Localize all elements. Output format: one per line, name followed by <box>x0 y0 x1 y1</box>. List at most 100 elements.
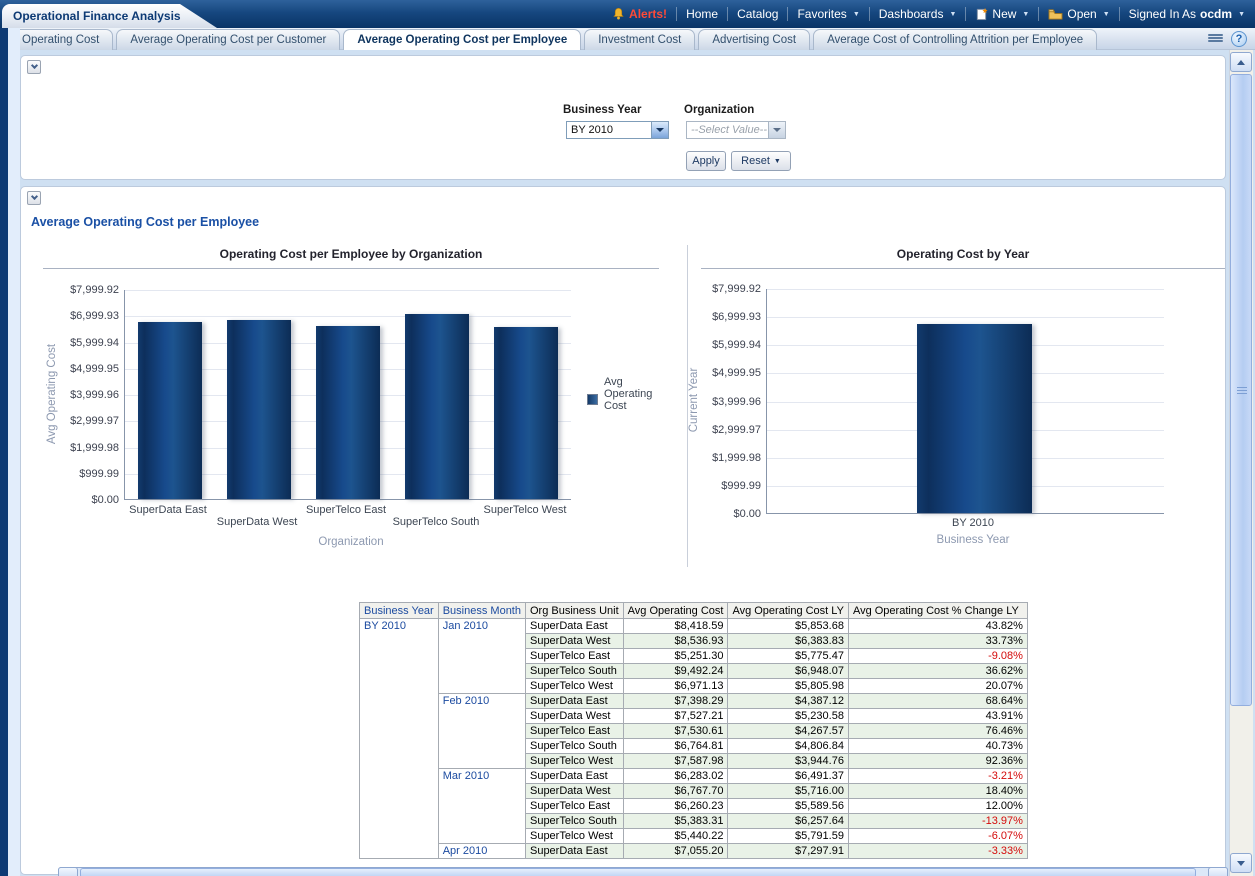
pct-change-cell: 18.40% <box>847 783 1028 799</box>
tab-average-operating-cost-per-employee[interactable]: Average Operating Cost per Employee <box>343 29 582 50</box>
scroll-right-button[interactable] <box>1208 867 1228 876</box>
chart-title-rule <box>701 268 1225 269</box>
avg-cost-ly-cell: $5,716.00 <box>727 783 849 799</box>
tab-advertising-cost[interactable]: Advertising Cost <box>698 29 811 50</box>
chart-title: Operating Cost by Year <box>896 247 1030 261</box>
pct-change-cell: 12.00% <box>847 798 1028 814</box>
nav-separator <box>727 7 729 21</box>
month-cell[interactable]: Apr 2010 <box>437 843 526 859</box>
bar-superdata-west[interactable] <box>227 320 291 499</box>
year-cell[interactable]: BY 2010 <box>359 618 439 859</box>
y-tick-label: $3,999.96 <box>712 395 761 408</box>
tab-operating-cost[interactable]: Operating Cost <box>8 29 114 50</box>
help-icon[interactable]: ? <box>1231 31 1247 47</box>
alerts-label: Alerts! <box>629 7 668 21</box>
pct-change-cell: 43.91% <box>847 708 1028 724</box>
x-category-label: BY 2010 <box>951 517 995 529</box>
nav-separator <box>868 7 870 21</box>
bar-by-2010[interactable] <box>917 324 1032 513</box>
x-axis-title: Organization <box>318 536 384 548</box>
alerts-link[interactable]: Alerts! <box>612 7 667 21</box>
y-tick-label: $999.99 <box>721 479 761 492</box>
bar-supertelco-east[interactable] <box>316 326 380 499</box>
y-tick-label: $4,999.95 <box>712 367 761 380</box>
x-category-label: SuperData West <box>216 516 298 528</box>
nav-catalog[interactable]: Catalog <box>737 7 779 21</box>
avg-cost-cell: $6,767.70 <box>622 783 729 799</box>
pct-change-cell: -3.33% <box>847 843 1028 859</box>
chevron-down-icon <box>30 192 38 201</box>
gridline <box>125 316 571 318</box>
pct-change-cell: 33.73% <box>847 633 1028 649</box>
page-options-icon[interactable] <box>1208 33 1223 45</box>
apply-button[interactable]: Apply <box>686 151 726 171</box>
thumb-grip <box>1237 387 1247 395</box>
username: ocdm <box>1200 7 1233 21</box>
horizontal-scroll-thumb[interactable] <box>80 868 1196 876</box>
dropdown-button[interactable] <box>768 122 785 138</box>
pct-change-cell: -3.21% <box>847 768 1028 784</box>
tab-investment-cost[interactable]: Investment Cost <box>584 29 696 50</box>
month-cell[interactable]: Mar 2010 <box>437 768 526 844</box>
nav-home[interactable]: Home <box>686 7 719 21</box>
unit-cell: SuperTelco West <box>524 678 624 694</box>
reset-button[interactable]: Reset ▼ <box>731 151 791 171</box>
pct-change-cell: -13.97% <box>847 813 1028 829</box>
y-tick-label: $2,999.97 <box>712 423 761 436</box>
avg-cost-ly-cell: $4,387.12 <box>727 693 849 709</box>
y-tick-label: $0.00 <box>733 508 761 520</box>
global-header: Operational Finance Analysis Alerts! Hom… <box>0 0 1255 28</box>
collapse-prompt-button[interactable] <box>27 60 41 74</box>
gridline <box>125 290 571 291</box>
y-tick-label: $6,999.93 <box>70 310 119 323</box>
unit-cell: SuperData West <box>524 708 624 724</box>
dropdown-button[interactable] <box>651 122 668 138</box>
nav-dashboards[interactable]: Dashboards ▼ <box>878 7 957 21</box>
signed-in-menu[interactable]: Signed In As ocdm ▼ <box>1129 7 1245 21</box>
bell-icon <box>613 7 624 20</box>
organization-value: --Select Value-- <box>691 124 768 136</box>
y-tick-label: $999.99 <box>79 467 119 480</box>
nav-separator <box>787 7 789 21</box>
y-tick-label: $5,999.94 <box>70 336 119 349</box>
y-tick-label: $3,999.96 <box>70 389 119 401</box>
brand-tab: Operational Finance Analysis <box>2 4 217 28</box>
x-category-label: SuperTelco East <box>305 504 387 516</box>
month-cell[interactable]: Jan 2010 <box>437 618 526 694</box>
table-header-cell: Avg Operating Cost % Change LY <box>847 602 1028 619</box>
chart-title: Operating Cost per Employee by Organizat… <box>219 247 483 261</box>
avg-cost-cell: $7,527.21 <box>622 708 729 724</box>
y-tick-label: $4,999.95 <box>70 362 119 375</box>
avg-cost-cell: $7,530.61 <box>622 723 729 739</box>
avg-cost-ly-cell: $4,267.57 <box>727 723 849 739</box>
bar-chart-by-organization <box>124 290 571 500</box>
nav-new[interactable]: New ▼ <box>975 7 1029 21</box>
pct-change-cell: 20.07% <box>847 678 1028 694</box>
scroll-left-button[interactable] <box>58 867 78 876</box>
nav-open[interactable]: Open ▼ <box>1048 7 1110 21</box>
tab-average-operating-cost-per-customer[interactable]: Average Operating Cost per Customer <box>116 29 341 50</box>
scroll-down-button[interactable] <box>1230 853 1252 873</box>
report-section: Average Operating Cost per Employee Oper… <box>20 186 1226 875</box>
avg-cost-ly-cell: $5,853.68 <box>727 618 849 634</box>
nav-favorites[interactable]: Favorites ▼ <box>797 7 860 21</box>
tab-average-cost-of-controlling-attrition-per-employee[interactable]: Average Cost of Controlling Attrition pe… <box>813 29 1098 50</box>
avg-cost-cell: $6,971.13 <box>622 678 729 694</box>
organization-select[interactable]: --Select Value-- <box>686 121 786 139</box>
bar-supertelco-west[interactable] <box>494 327 558 499</box>
section-title: Average Operating Cost per Employee <box>31 215 260 229</box>
chevron-down-icon <box>30 61 38 70</box>
business-year-select[interactable]: BY 2010 <box>566 121 669 139</box>
collapse-report-button[interactable] <box>27 191 41 205</box>
avg-cost-cell: $5,251.30 <box>622 648 729 664</box>
vertical-scroll-thumb[interactable] <box>1230 74 1252 706</box>
bar-supertelco-south[interactable] <box>405 314 469 499</box>
y-tick-label: $2,999.97 <box>70 415 119 428</box>
table-header-cell: Org Business Unit <box>524 602 624 619</box>
month-cell[interactable]: Feb 2010 <box>437 693 526 769</box>
bar-superdata-east[interactable] <box>138 322 202 499</box>
avg-cost-cell: $8,418.59 <box>622 618 729 634</box>
scroll-up-button[interactable] <box>1230 52 1252 72</box>
pct-change-cell: 43.82% <box>847 618 1028 634</box>
